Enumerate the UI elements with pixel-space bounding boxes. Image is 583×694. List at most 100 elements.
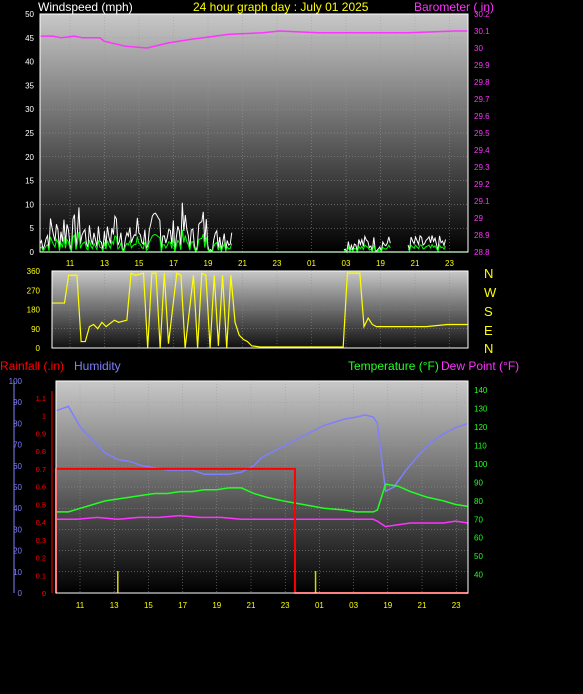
compass-label-n-top: N	[484, 266, 493, 281]
temp-tick-label: 50	[474, 552, 483, 561]
humidity-tick-label: 50	[13, 483, 22, 492]
wind-left-tick-label: 5	[30, 224, 35, 233]
compass-label-s: S	[484, 304, 493, 319]
baro-right-tick-label: 30.1	[474, 27, 490, 36]
baro-right-tick-label: 29.5	[474, 129, 490, 138]
temp-tick-label: 110	[474, 442, 487, 451]
rain-tick-label: 1.1	[36, 394, 46, 403]
wind-time-tick-label: 03	[342, 259, 351, 268]
wind-left-tick-label: 45	[25, 34, 34, 43]
date-title: 24 hour graph day : July 01 2025	[193, 0, 369, 14]
humidity-tick-label: 20	[13, 547, 22, 556]
rain-tick-label: 0.5	[36, 500, 46, 509]
wind-left-tick-label: 25	[25, 129, 34, 138]
windspeed-trace	[407, 234, 447, 251]
rain-time-tick-label: 21	[247, 601, 256, 610]
rain-tick-label: 0.4	[36, 518, 46, 527]
wind-time-tick-label: 21	[238, 259, 247, 268]
baro-right-tick-label: 29.4	[474, 146, 490, 155]
baro-right-tick-label: 29.2	[474, 180, 490, 189]
temp-tick-label: 90	[474, 478, 483, 487]
humidity-tick-label: 40	[13, 504, 22, 513]
rain-time-tick-label: 19	[212, 601, 221, 610]
rain-tick-label: 0.3	[36, 536, 46, 545]
baro-right-tick-label: 29	[474, 214, 483, 223]
wind-time-tick-label: 23	[273, 259, 282, 268]
baro-right-tick-label: 29.7	[474, 95, 490, 104]
temperature-line	[56, 483, 469, 513]
compass-label-w: W	[484, 285, 497, 300]
wind-time-tick-label: 01	[307, 259, 316, 268]
rain-tick-label: 0	[42, 589, 46, 598]
wind-axes: 0 5 10 15 20 25 30 35 40 45 50 28.8 28.9 29 29.1 29.2 29…	[25, 10, 490, 268]
wind-average-trace	[343, 244, 391, 254]
direction-tick-label: 360	[27, 267, 41, 276]
rain-tick-label: 0.7	[36, 465, 46, 474]
rain-humidity-grid	[56, 380, 468, 594]
wind-grid	[40, 13, 468, 253]
wind-time-tick-label: 15	[135, 259, 144, 268]
wind-left-tick-label: 15	[25, 177, 34, 186]
wind-time-tick-label: 19	[204, 259, 213, 268]
humidity-tick-label: 80	[13, 419, 22, 428]
rain-time-tick-label: 15	[144, 601, 153, 610]
wind-panel	[40, 14, 468, 252]
temp-tick-label: 140	[474, 386, 488, 395]
temperature-legend: Temperature (°F)	[348, 359, 439, 373]
temp-tick-label: 60	[474, 534, 483, 543]
wind-left-tick-label: 10	[25, 200, 34, 209]
rain-time-tick-label: 23	[281, 601, 290, 610]
humidity-tick-label: 100	[9, 377, 23, 386]
wind-left-tick-label: 30	[25, 105, 34, 114]
wind-time-tick-label: 21	[411, 259, 420, 268]
direction-tick-label: 90	[31, 325, 40, 334]
dew-point-line	[56, 514, 469, 528]
baro-right-tick-label: 30	[474, 44, 483, 53]
baro-right-tick-label: 29.9	[474, 61, 490, 70]
rain-time-tick-label: 21	[418, 601, 427, 610]
baro-right-tick-label: 29.1	[474, 197, 490, 206]
rainfall-legend: Rainfall (.in)	[0, 359, 64, 373]
rain-tick-label: 1	[42, 412, 46, 421]
rain-tick-label: 0.8	[36, 447, 46, 456]
humidity-tick-label: 0	[18, 589, 23, 598]
humidity-tick-label: 30	[13, 525, 22, 534]
humidity-line	[55, 405, 469, 493]
humidity-tick-label: 90	[13, 398, 22, 407]
wind-time-tick-label: 13	[100, 259, 109, 268]
wind-average-trace	[39, 229, 233, 253]
wind-left-tick-label: 50	[25, 10, 34, 19]
windspeed-trace	[39, 202, 233, 254]
humidity-tick-label: 70	[13, 441, 22, 450]
rain-humidity-axes: 010203040506070809010000.10.20.30.40.50.…	[9, 377, 488, 610]
rain-frame	[55, 380, 469, 594]
wind-left-tick-label: 20	[25, 153, 34, 162]
wind-time-tick-label: 17	[169, 259, 178, 268]
wind-time-tick-label: 23	[445, 259, 454, 268]
rain-tick-label: 0.6	[36, 483, 46, 492]
rain-tick-label: 0.2	[36, 554, 46, 563]
rain-time-tick-label: 11	[76, 601, 85, 610]
baro-right-tick-label: 28.9	[474, 231, 490, 240]
barometer-line	[40, 30, 468, 49]
rain-time-tick-label: 03	[349, 601, 358, 610]
baro-right-tick-label: 29.3	[474, 163, 490, 172]
windspeed-trace	[343, 234, 391, 254]
rain-time-tick-label: 19	[383, 601, 392, 610]
rain-tick-label: 0.1	[36, 571, 46, 580]
humidity-tick-label: 60	[13, 462, 22, 471]
wind-frame	[39, 13, 469, 253]
wind-time-tick-label: 19	[376, 259, 385, 268]
temp-tick-label: 70	[474, 515, 483, 524]
compass-label-n-bottom: N	[484, 341, 493, 356]
temp-tick-label: 40	[474, 571, 483, 580]
wind-left-tick-label: 40	[25, 58, 34, 67]
rain-time-tick-label: 13	[110, 601, 119, 610]
baro-right-tick-label: 29.8	[474, 78, 490, 87]
temp-tick-label: 80	[474, 497, 483, 506]
rain-time-tick-label: 17	[178, 601, 187, 610]
direction-axes: 0 90 180 270 360	[27, 267, 469, 353]
rain-humidity-panel	[56, 381, 468, 593]
wind-average-trace	[407, 243, 446, 253]
compass-label-e: E	[484, 323, 493, 338]
